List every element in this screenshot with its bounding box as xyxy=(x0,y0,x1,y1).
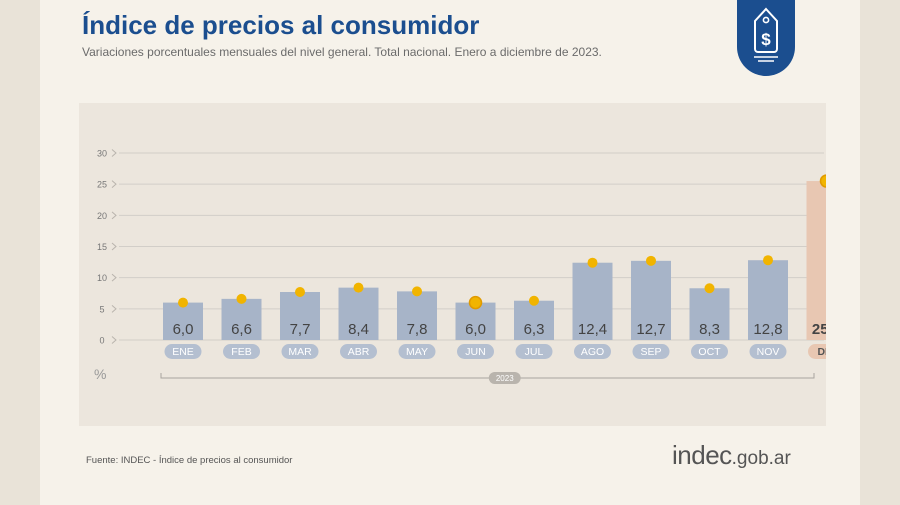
data-marker xyxy=(704,283,715,294)
value-label: 6,0 xyxy=(465,321,486,338)
value-label: 12,7 xyxy=(636,321,665,338)
y-tick-label: 0 xyxy=(99,336,104,346)
category-pill xyxy=(515,344,553,359)
data-marker xyxy=(587,257,598,268)
y-tick-label: 20 xyxy=(97,211,107,221)
period-bracket xyxy=(160,373,815,379)
category-pill xyxy=(340,344,377,359)
data-marker xyxy=(295,287,305,298)
source-note: Fuente: INDEC - Índice de precios al con… xyxy=(86,455,293,466)
y-tick-label: 5 xyxy=(99,304,104,314)
category-pill xyxy=(223,344,260,359)
value-label: 8,3 xyxy=(699,321,720,338)
y-unit-label: % xyxy=(94,366,106,382)
tick-chevron xyxy=(111,242,117,251)
category-pill xyxy=(164,344,202,359)
brand-name: indec xyxy=(672,440,732,470)
y-tick-label: 15 xyxy=(97,242,107,252)
category-pill xyxy=(574,344,611,359)
svg-text:$: $ xyxy=(761,30,771,49)
tick-chevron xyxy=(111,180,117,189)
brand-logo: indec.gob.ar xyxy=(672,440,791,471)
category-label: SEP xyxy=(640,346,661,358)
data-marker xyxy=(763,255,773,266)
category-label: MAR xyxy=(288,346,312,358)
category-pill xyxy=(691,344,728,359)
bar xyxy=(631,260,671,340)
category-pill xyxy=(632,344,670,359)
page-title: Índice de precios al consumidor xyxy=(82,10,480,40)
tick-chevron xyxy=(111,149,117,157)
bar xyxy=(221,298,262,340)
bar xyxy=(572,262,613,340)
y-tick-label: 30 xyxy=(97,149,107,159)
category-label: ENE xyxy=(172,346,194,358)
value-label: 6,3 xyxy=(524,321,545,338)
data-marker xyxy=(412,286,422,297)
data-marker xyxy=(529,295,539,306)
category-label: FEB xyxy=(231,346,251,358)
category-pill xyxy=(457,344,494,359)
chart-panel: 0 5 10 15 20 25 30 6,0 ENE 6,6 FEB 7,7 MAR 8,4 ABR 7,8 M… xyxy=(79,103,826,426)
infographic: Índice de precios al consumidor Variacio… xyxy=(40,0,860,505)
bar xyxy=(514,300,554,340)
data-marker xyxy=(353,282,364,293)
tick-chevron xyxy=(111,273,117,282)
tick-chevron xyxy=(111,304,117,313)
bar xyxy=(748,260,788,340)
data-marker xyxy=(178,297,188,308)
value-label: 7,7 xyxy=(290,321,311,338)
bar-chart: 0 5 10 15 20 25 30 6,0 ENE 6,6 FEB 7,7 MAR 8,4 ABR 7,8 M… xyxy=(94,149,826,384)
category-label: MAY xyxy=(406,346,428,358)
value-label: 6,6 xyxy=(231,321,252,338)
period-pill xyxy=(488,372,521,384)
category-label: JUL xyxy=(525,346,544,358)
value-label: 8,4 xyxy=(348,321,369,338)
data-marker xyxy=(468,295,483,310)
y-tick-label: 10 xyxy=(97,273,107,283)
data-marker xyxy=(646,255,656,266)
value-label: 12,8 xyxy=(753,321,782,338)
value-label: 25,5 xyxy=(812,321,826,338)
brand-suffix: .gob.ar xyxy=(731,448,791,469)
category-pill xyxy=(398,344,436,359)
bar xyxy=(397,291,437,340)
bar xyxy=(689,288,730,340)
category-label: AGO xyxy=(581,346,604,358)
bar xyxy=(806,181,826,340)
tick-chevron xyxy=(111,211,117,220)
bar xyxy=(280,292,320,340)
data-marker xyxy=(819,174,826,188)
category-pill xyxy=(281,344,319,359)
data-marker xyxy=(236,293,247,304)
category-label: DIC xyxy=(817,346,826,358)
price-tag-dollar-icon: $ xyxy=(737,0,795,76)
page-subtitle: Variaciones porcentuales mensuales del n… xyxy=(82,45,602,59)
value-label: 6,0 xyxy=(173,321,194,338)
category-pill xyxy=(808,344,826,359)
tick-chevron xyxy=(111,336,117,344)
category-label: NOV xyxy=(757,346,780,358)
y-tick-label: 25 xyxy=(97,180,107,190)
bar xyxy=(338,287,379,340)
category-label: JUN xyxy=(465,346,485,358)
bar xyxy=(163,302,203,340)
category-label: ABR xyxy=(348,346,370,358)
period-label: 2023 xyxy=(496,374,514,383)
value-label: 12,4 xyxy=(578,321,607,338)
category-label: OCT xyxy=(698,346,721,358)
category-pill xyxy=(749,344,787,359)
value-label: 7,8 xyxy=(407,321,428,338)
